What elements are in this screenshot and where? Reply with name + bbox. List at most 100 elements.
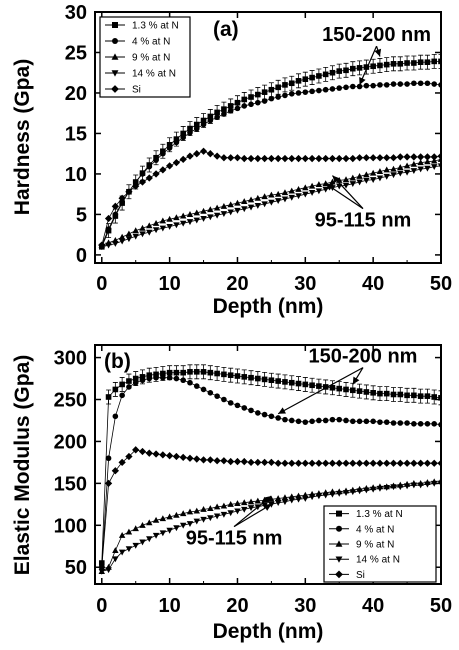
data-point: [254, 458, 262, 467]
data-point: [404, 392, 410, 399]
data-point: [139, 231, 146, 238]
legend-label: Si: [356, 570, 365, 581]
data-point: [302, 381, 309, 388]
data-point: [193, 121, 200, 128]
data-point: [302, 191, 309, 198]
data-point: [166, 145, 173, 151]
data-point: [390, 484, 397, 491]
data-point: [179, 212, 187, 219]
data-point: [186, 152, 194, 160]
data-point: [356, 83, 363, 90]
data-point: [383, 459, 391, 467]
data-point: [309, 74, 315, 81]
y-axis-label: Hardness (Gpa): [11, 59, 34, 215]
data-point: [193, 518, 200, 525]
data-point: [411, 392, 417, 399]
data-point: [125, 230, 133, 237]
legend-label: 14 % at N: [132, 69, 176, 80]
data-point: [431, 81, 438, 87]
x-tick-label: 40: [362, 273, 384, 295]
data-point: [234, 105, 241, 112]
data-point: [193, 125, 200, 132]
data-point: [268, 413, 275, 420]
data-point: [132, 233, 139, 240]
data-point: [234, 99, 241, 106]
data-point: [119, 199, 125, 206]
data-point: [241, 405, 248, 411]
data-point: [207, 515, 214, 522]
data-point: [125, 528, 133, 535]
data-point: [179, 453, 187, 462]
data-point: [221, 106, 227, 112]
data-point: [255, 410, 261, 416]
data-point: [309, 88, 315, 95]
data-point: [342, 490, 350, 496]
data-point: [355, 459, 364, 467]
data-point: [200, 121, 207, 128]
data-point: [403, 153, 411, 161]
data-point: [159, 515, 167, 522]
data-point: [166, 369, 173, 376]
data-point: [356, 173, 363, 179]
legend-label: 4 % at N: [356, 524, 394, 535]
data-point: [152, 532, 160, 539]
data-point: [220, 211, 228, 217]
data-point: [221, 111, 227, 117]
data-point: [316, 87, 322, 94]
data-point: [397, 391, 404, 398]
data-point: [390, 165, 397, 172]
data-point: [349, 459, 357, 467]
data-point: [411, 80, 417, 87]
data-point: [234, 508, 241, 515]
data-point: [199, 456, 208, 464]
data-point: [119, 381, 125, 388]
data-point: [376, 175, 384, 182]
data-point: [322, 86, 329, 93]
data-point: [376, 154, 384, 162]
data-point: [410, 153, 418, 161]
data-point: [200, 516, 207, 523]
data-point: [301, 154, 309, 163]
error-bar: [438, 390, 441, 406]
data-point: [159, 530, 167, 537]
data-point: [342, 176, 350, 183]
annotation-label: 150-200 nm: [308, 346, 417, 368]
data-point: [363, 82, 370, 89]
data-point: [274, 198, 282, 205]
data-point: [282, 92, 288, 99]
data-point: [288, 459, 296, 467]
data-point: [173, 375, 180, 382]
data-point: [248, 101, 254, 108]
legend-marker: [335, 570, 343, 579]
data-point: [424, 165, 431, 172]
data-point: [430, 459, 438, 467]
data-point: [173, 511, 180, 518]
data-point: [193, 455, 201, 463]
y-tick-label: 300: [54, 348, 87, 370]
data-point: [146, 536, 153, 543]
data-point: [247, 498, 255, 505]
data-point: [329, 416, 336, 423]
data-point: [105, 567, 112, 574]
data-point: [179, 522, 187, 529]
data-point: [193, 369, 200, 375]
data-point: [315, 154, 323, 163]
data-point: [255, 375, 261, 382]
annotation-label: 150-200 nm: [322, 24, 431, 46]
data-point: [329, 69, 336, 76]
data-point: [370, 390, 376, 396]
data-point: [241, 499, 248, 506]
data-point: [369, 177, 377, 183]
data-point: [118, 194, 126, 202]
data-point: [336, 85, 343, 91]
data-point: [111, 202, 119, 210]
data-point: [294, 459, 303, 467]
data-point: [383, 390, 390, 397]
data-point: [126, 378, 132, 384]
data-point: [370, 82, 376, 89]
annotation-arrow: [325, 183, 364, 210]
data-point: [112, 556, 119, 563]
data-point: [199, 147, 208, 155]
series-triangle-up: [98, 156, 441, 248]
x-tick-label: 40: [362, 595, 384, 617]
